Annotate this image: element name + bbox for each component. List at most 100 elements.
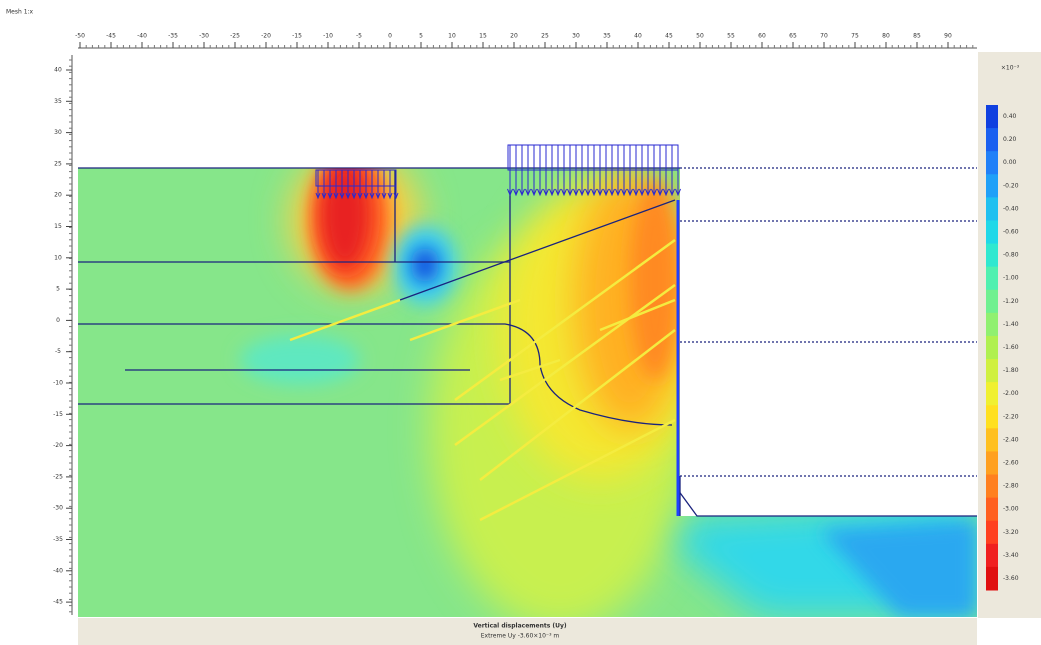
load-arrow (657, 145, 663, 197)
ruler-label: 50 (696, 33, 704, 40)
ruler-label: 30 (54, 129, 62, 136)
load-arrow (555, 145, 561, 197)
ruler-label: -35 (53, 536, 63, 543)
ruler-label: 40 (634, 33, 642, 40)
ruler-label: -15 (292, 33, 302, 40)
legend-swatch (986, 382, 998, 406)
load-arrow (531, 145, 537, 197)
legend-swatch (986, 428, 998, 452)
ruler-label: -25 (230, 33, 240, 40)
ruler-label: -40 (53, 567, 63, 574)
load-arrow (573, 145, 579, 197)
anchor (479, 418, 676, 522)
top-ruler: -50 -45 -40 -35 -30 -25 -20 -15 -10 -5 0 5 10 15 20 25 3… (75, 33, 977, 49)
ruler-label: 60 (758, 33, 766, 40)
ruler-label: 25 (54, 160, 62, 167)
ruler-label: 10 (448, 33, 456, 40)
load-arrow (567, 145, 573, 197)
load-arrow (663, 145, 669, 197)
anchor (289, 298, 401, 342)
load-arrow (519, 145, 525, 197)
ruler-label: -40 (137, 33, 147, 40)
legend-swatch (986, 105, 998, 129)
ruler-label: -5 (356, 33, 362, 40)
legend-swatch (986, 220, 998, 245)
legend-swatch (986, 359, 998, 383)
legend-swatch (986, 451, 998, 476)
legend-swatch (986, 312, 998, 337)
ruler-label: -45 (106, 33, 116, 40)
anchor (454, 283, 676, 447)
load-arrow (507, 145, 513, 197)
load-arrow (351, 170, 357, 200)
anchor (499, 358, 561, 382)
load-arrow (603, 145, 609, 197)
caption-extreme: Extreme Uy -3.60×10⁻³ m (481, 633, 560, 640)
load-arrow (591, 145, 597, 197)
ruler-label: 15 (479, 33, 487, 40)
legend-label: -2.80 (1003, 483, 1019, 490)
ruler-label: 25 (541, 33, 549, 40)
legend-label: -2.60 (1003, 459, 1019, 466)
load-arrow (339, 170, 345, 200)
legend-label: -1.00 (1003, 275, 1019, 282)
load-arrow (585, 145, 591, 197)
load-arrow (357, 170, 363, 200)
load-arrow (345, 170, 351, 200)
ruler-label: 15 (54, 223, 62, 230)
legend-label: -0.60 (1003, 229, 1019, 236)
load-arrow (669, 145, 675, 197)
legend-swatch (986, 151, 998, 175)
load-arrow (609, 145, 615, 197)
legend-label: 0.00 (1003, 159, 1017, 166)
ruler-label: -25 (53, 473, 63, 480)
ruler-label: 85 (913, 33, 921, 40)
ruler-label: 55 (727, 33, 735, 40)
ruler-label: 30 (572, 33, 580, 40)
legend-swatch (986, 405, 998, 429)
load-arrow (597, 145, 603, 197)
load-arrow (369, 170, 375, 200)
legend-label: 0.20 (1003, 136, 1017, 143)
anchor (479, 329, 676, 481)
legend-label: -1.80 (1003, 367, 1019, 374)
ruler-label: -45 (53, 599, 63, 606)
ruler-label: 90 (944, 33, 952, 40)
load-arrow (333, 170, 339, 200)
load-arrow (627, 145, 633, 197)
legend-label: -2.00 (1003, 390, 1019, 397)
legend-swatch (986, 266, 998, 291)
ruler-label: 0 (388, 33, 392, 40)
geometry (78, 167, 977, 517)
ruler-label: 20 (510, 33, 518, 40)
legend-swatch (986, 128, 998, 152)
legend-swatch (986, 289, 998, 314)
ruler-label: -20 (53, 442, 63, 449)
load-arrow (321, 170, 327, 200)
legend-label: -2.40 (1003, 436, 1019, 443)
load-arrow (579, 145, 585, 197)
left-ruler: 40 35 30 25 20 15 10 5 0 -5 -10 -15 -20 -25 -30 -35 -40 -… (53, 55, 73, 615)
legend-label: -3.20 (1003, 529, 1019, 536)
legend-label: -1.20 (1003, 298, 1019, 305)
load-arrow (633, 145, 639, 197)
load-arrow (375, 170, 381, 200)
legend-swatch (986, 174, 998, 198)
ruler-label: -50 (75, 33, 85, 40)
ruler-label: 35 (603, 33, 611, 40)
legend-label: -3.40 (1003, 552, 1019, 559)
legend-swatch (986, 197, 998, 221)
ruler-label: 10 (54, 254, 62, 261)
ruler-label: -30 (199, 33, 209, 40)
load-arrow (621, 145, 627, 197)
legend-swatch (986, 243, 998, 268)
load-arrow (387, 170, 393, 200)
load-arrow (537, 145, 543, 197)
legend-label: -1.40 (1003, 321, 1019, 328)
legend-title: ×10⁻³ (1001, 65, 1020, 72)
ruler-label: 80 (882, 33, 890, 40)
ruler-label: -5 (55, 348, 61, 355)
ruler-label: -10 (53, 380, 63, 387)
